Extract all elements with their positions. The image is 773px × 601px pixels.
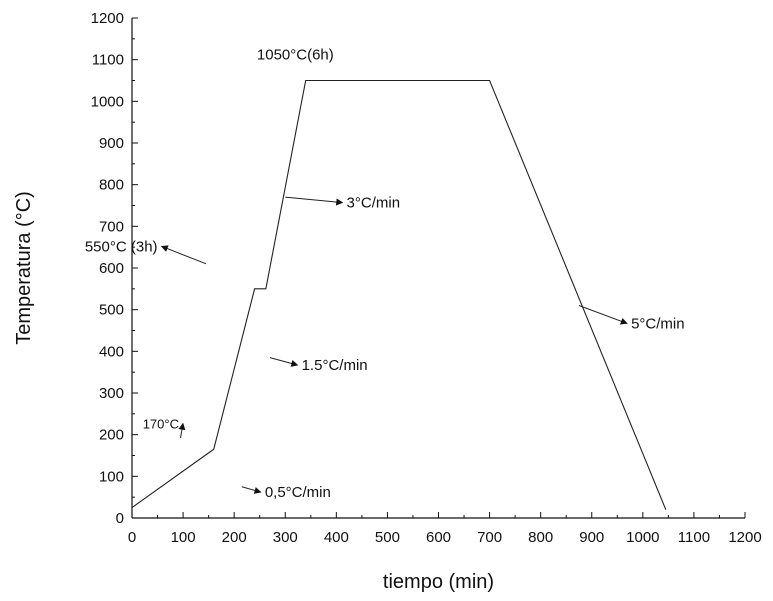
annotation-label: 1050°C(6h) xyxy=(257,47,334,64)
annotation-label: 5°C/min xyxy=(631,315,685,332)
ticks: 0 100 200 300 400 500 600 700 800 900 1000 1100 1200… xyxy=(91,10,762,546)
y-tick-label: 800 xyxy=(99,177,124,194)
x-tick-label: 500 xyxy=(375,529,400,546)
x-tick-label: 700 xyxy=(477,529,502,546)
x-tick-label: 300 xyxy=(273,529,298,546)
annotation-arrow xyxy=(241,486,262,494)
y-tick-label: 1200 xyxy=(91,10,124,27)
annotation-arrow xyxy=(578,305,628,325)
axes xyxy=(131,18,745,519)
y-tick-label: 0 xyxy=(116,510,124,527)
x-tick-label: 1200 xyxy=(728,529,761,546)
x-tick-label: 400 xyxy=(324,529,349,546)
annotation-arrow xyxy=(160,245,207,265)
y-tick-label: 600 xyxy=(99,260,124,277)
annotation-label: 170°C xyxy=(143,416,179,431)
annotation-arrow xyxy=(178,422,186,439)
x-axis-title: tiempo (min) xyxy=(383,571,494,593)
annotation-label: 550°C (3h) xyxy=(85,238,158,255)
annotation-label: 1.5°C/min xyxy=(302,357,368,374)
y-tick-label: 1100 xyxy=(92,52,124,69)
y-tick-label: 300 xyxy=(99,385,124,402)
x-tick-label: 900 xyxy=(579,529,604,546)
x-tick-label: 0 xyxy=(128,529,136,546)
x-tick-label: 800 xyxy=(528,529,553,546)
y-tick-label: 700 xyxy=(99,218,124,235)
y-tick-label: 100 xyxy=(99,468,124,485)
y-tick-label: 1000 xyxy=(91,93,124,110)
y-tick-label: 200 xyxy=(99,427,124,444)
y-tick-label: 400 xyxy=(99,343,124,360)
x-tick-label: 200 xyxy=(222,529,247,546)
x-tick-label: 600 xyxy=(426,529,451,546)
x-tick-label: 100 xyxy=(171,529,196,546)
y-axis-title: Temperatura (°C) xyxy=(13,191,35,345)
x-tick-label: 1100 xyxy=(678,529,710,546)
temperature-profile-line xyxy=(131,79,667,510)
y-tick-label: 500 xyxy=(99,302,124,319)
series xyxy=(131,79,667,510)
annotation-arrow xyxy=(285,196,344,206)
annotation-label: 3°C/min xyxy=(347,195,401,212)
y-tick-label: 900 xyxy=(99,135,124,152)
annotation-arrow xyxy=(269,357,299,367)
annotation-label: 0,5°C/min xyxy=(265,484,331,501)
annotations: 1050°C(6h) 3°C/min 550°C (3h) 1.5°C/min 5°C/… xyxy=(85,47,685,501)
x-tick-label: 1000 xyxy=(626,529,659,546)
